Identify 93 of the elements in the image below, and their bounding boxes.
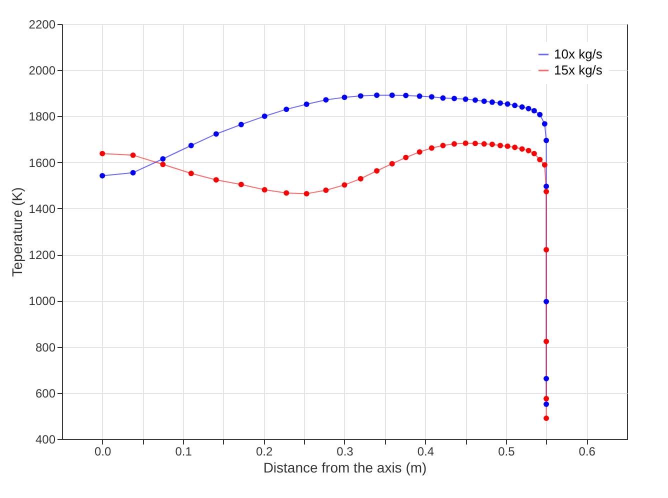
point (403, 154, 409, 160)
point (342, 182, 348, 188)
point (531, 150, 537, 156)
point (188, 170, 194, 176)
point (284, 106, 290, 112)
point (323, 187, 329, 193)
point (544, 298, 550, 304)
point (544, 188, 550, 194)
point (519, 104, 525, 110)
point (389, 160, 395, 166)
point (544, 338, 550, 344)
point (100, 172, 106, 178)
point (542, 162, 548, 168)
point (374, 92, 380, 98)
point (498, 100, 504, 106)
point (130, 170, 136, 176)
point (481, 141, 487, 147)
point (544, 138, 550, 144)
point (358, 176, 364, 182)
point (100, 150, 106, 156)
point (526, 106, 532, 112)
point (374, 168, 380, 174)
point (428, 94, 434, 100)
point (323, 97, 329, 103)
point (542, 121, 548, 127)
point (403, 92, 409, 98)
point (519, 146, 525, 152)
x-tick-label: 0.6 (578, 444, 596, 458)
point (284, 190, 290, 196)
legend-label: 15x kg/s (554, 62, 603, 78)
point (262, 113, 268, 119)
point (531, 108, 537, 114)
point (498, 142, 504, 148)
point (481, 98, 487, 104)
y-tick-label: 1800 (28, 110, 56, 124)
x-tick-label: 0.0 (94, 444, 112, 458)
point (213, 177, 219, 183)
point (389, 92, 395, 98)
point (160, 156, 166, 162)
point (440, 142, 446, 148)
x-tick-label: 0.4 (417, 444, 434, 458)
point (512, 102, 518, 108)
point (544, 401, 550, 407)
x-axis-title: Distance from the axis (m) (263, 460, 427, 476)
point (428, 145, 434, 151)
point (416, 149, 422, 155)
point (130, 152, 136, 158)
point (472, 97, 478, 103)
y-tick-label: 400 (35, 432, 56, 446)
legend-label: 10x kg/s (554, 46, 603, 62)
point (489, 99, 495, 105)
y-tick-label: 800 (35, 340, 56, 354)
point (304, 190, 310, 196)
point (489, 142, 495, 148)
point (462, 140, 468, 146)
x-tick-label: 0.5 (498, 444, 516, 458)
point (452, 141, 458, 147)
point (504, 101, 510, 107)
x-tick-label: 0.1 (175, 444, 192, 458)
x-tick-label: 0.2 (256, 444, 273, 458)
point (512, 144, 518, 150)
point (238, 182, 244, 188)
y-tick-label: 1000 (28, 294, 56, 308)
point (416, 93, 422, 99)
x-tick-label: 0.3 (336, 444, 354, 458)
y-tick-label: 2000 (28, 64, 56, 78)
point (544, 246, 550, 252)
point (342, 94, 348, 100)
point (472, 140, 478, 146)
point (262, 187, 268, 193)
point (358, 93, 364, 99)
point (544, 376, 550, 382)
point (213, 131, 219, 137)
y-tick-label: 1400 (28, 202, 56, 216)
point (462, 96, 468, 102)
point (440, 95, 446, 101)
point (544, 416, 550, 421)
point (238, 122, 244, 128)
y-tick-label: 1600 (28, 156, 56, 170)
point (160, 162, 166, 168)
point (537, 156, 543, 162)
y-tick-label: 600 (35, 386, 56, 400)
y-tick-label: 2200 (28, 18, 56, 32)
point (504, 143, 510, 149)
point (526, 148, 532, 154)
y-tick-label: 1200 (28, 248, 56, 262)
point (537, 112, 543, 118)
point (452, 96, 458, 102)
point (544, 184, 550, 190)
point (188, 142, 194, 148)
point (544, 396, 550, 402)
point (304, 102, 310, 107)
y-axis-title: Teperature (K) (8, 187, 25, 277)
